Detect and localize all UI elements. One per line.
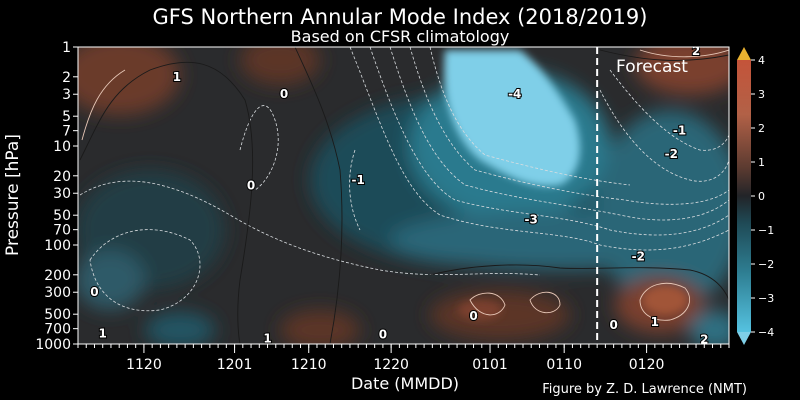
contour-solid	[294, 47, 343, 344]
contour-label: 0	[379, 327, 387, 341]
y-tick-label: 300	[44, 285, 71, 301]
field-positive-upper-left	[78, 47, 180, 115]
x-tick-label: 1120	[126, 357, 162, 373]
contour-dashed	[389, 47, 729, 221]
contour-positive	[639, 49, 729, 58]
contour-dashed	[349, 149, 361, 231]
y-tick-label: 1	[62, 40, 71, 56]
contour-lines	[79, 47, 729, 344]
colorbar: 4 3 2 1 0 −1 −2 −3 −4	[737, 47, 774, 345]
colorbar-tick-label: −2	[758, 258, 774, 271]
field-positive-top-band	[240, 47, 320, 85]
colorbar-gradient	[737, 60, 751, 332]
contour-label: 0	[90, 285, 98, 299]
contour-solid	[599, 49, 729, 61]
contour-solid	[79, 61, 254, 344]
colorbar-tick-label: 1	[758, 156, 765, 169]
colorbar-extend-min	[737, 332, 751, 345]
contour-label: 1	[173, 70, 181, 84]
contour-dashed	[369, 47, 729, 236]
y-tick-label: 7	[62, 124, 71, 140]
contour-label: 1	[651, 315, 659, 329]
contour-label: 0	[469, 309, 477, 323]
y-tick-label: 70	[53, 223, 71, 239]
contour-label: -2	[665, 147, 678, 161]
contour-dashed	[239, 105, 279, 191]
x-tick-label: 1220	[373, 357, 409, 373]
contour-dashed	[349, 47, 729, 251]
y-tick-label: 2	[62, 70, 71, 86]
x-axis: 1120 1201 1210 1220 0101 0110 0120	[77, 344, 730, 373]
y-tick-label: 100	[44, 238, 71, 254]
contour-dashed	[599, 89, 729, 182]
contour-positive	[81, 69, 126, 141]
y-tick-label: 1000	[35, 337, 71, 353]
contour-solid	[429, 264, 729, 301]
field-pos-bottom-core2	[458, 300, 502, 320]
contour-positive	[529, 291, 561, 314]
x-axis-label: Date (MMDD)	[351, 374, 459, 393]
chart-subtitle: Based on CFSR climatology	[291, 27, 510, 46]
y-tick-label: 50	[53, 208, 71, 224]
contour-label: 2	[692, 44, 700, 58]
x-tick-label: 0110	[546, 357, 582, 373]
contour-label: -1	[352, 173, 365, 187]
field-neg-left-low	[78, 250, 145, 310]
field-neg-bottom-right	[690, 310, 729, 344]
contour-label: 1	[263, 332, 271, 346]
colorbar-tick-label: 2	[758, 122, 765, 135]
contour-dashed	[89, 229, 201, 312]
x-tick-label: 0101	[472, 357, 508, 373]
y-tick-label: 200	[44, 268, 71, 284]
contour-label: 0	[280, 87, 288, 101]
contour-label: 2	[700, 332, 708, 346]
anomaly-core	[444, 50, 687, 320]
y-tick-label: 3	[62, 87, 71, 103]
contour-label: -2	[632, 249, 645, 263]
y-tick-label: 500	[44, 307, 71, 323]
y-tick-label: 30	[53, 186, 71, 202]
colorbar-tick-label: −3	[758, 292, 774, 305]
colorbar-tick-label: −4	[758, 326, 774, 339]
contour-label: -3	[525, 212, 538, 226]
field-pos-bottom-center	[430, 290, 570, 340]
contour-dashed	[79, 180, 541, 276]
field-neg-right	[595, 110, 729, 310]
chart-title: GFS Northern Annular Mode Index (2018/20…	[153, 5, 648, 29]
contour-label: -1	[673, 124, 686, 138]
x-tick-label: 1201	[217, 357, 253, 373]
contour-positive	[469, 292, 506, 316]
contour-positive	[639, 282, 690, 321]
y-axis-label: Pressure [hPa]	[3, 134, 23, 256]
contour-dashed	[609, 69, 729, 151]
y-tick-label: 700	[44, 322, 71, 338]
contour-label: 0	[609, 318, 617, 332]
plot-frame	[77, 46, 730, 345]
x-tick-label: 1210	[291, 357, 327, 373]
forecast-label: Forecast	[616, 57, 688, 77]
plot-area: 1 0 -4 2 -1 -2 0 -1 -3 -2 0 0 0 1 0 1 1 2	[78, 44, 729, 346]
field-pos-bottom-mid	[280, 310, 360, 344]
y-tick-label: 20	[53, 169, 71, 185]
contour-label: 0	[247, 178, 255, 192]
colorbar-tick-label: 0	[758, 190, 765, 203]
contour-dashed	[409, 47, 729, 205]
colorbar-extend-max	[737, 47, 751, 60]
field-neg-bottom-left	[145, 312, 215, 344]
contour-label: 1	[99, 326, 107, 340]
colorbar-tick-label: 4	[758, 54, 765, 67]
colorbar-tick-label: 3	[758, 88, 765, 101]
figure-credit: Figure by Z. D. Lawrence (NMT)	[542, 382, 747, 397]
colorbar-tick-label: −1	[758, 224, 774, 237]
y-tick-label: 5	[62, 109, 71, 125]
y-tick-label: 10	[53, 139, 71, 155]
contour-labels: 1 0 -4 2 -1 -2 0 -1 -3 -2 0 0 0 1 0 1 1 2	[89, 44, 709, 346]
contour-dashed	[429, 47, 631, 186]
contour-label: -4	[508, 87, 521, 101]
field-pos-bottom-core	[643, 286, 687, 314]
field-strong-negative-core	[444, 50, 580, 186]
x-tick-label: 0120	[629, 357, 665, 373]
